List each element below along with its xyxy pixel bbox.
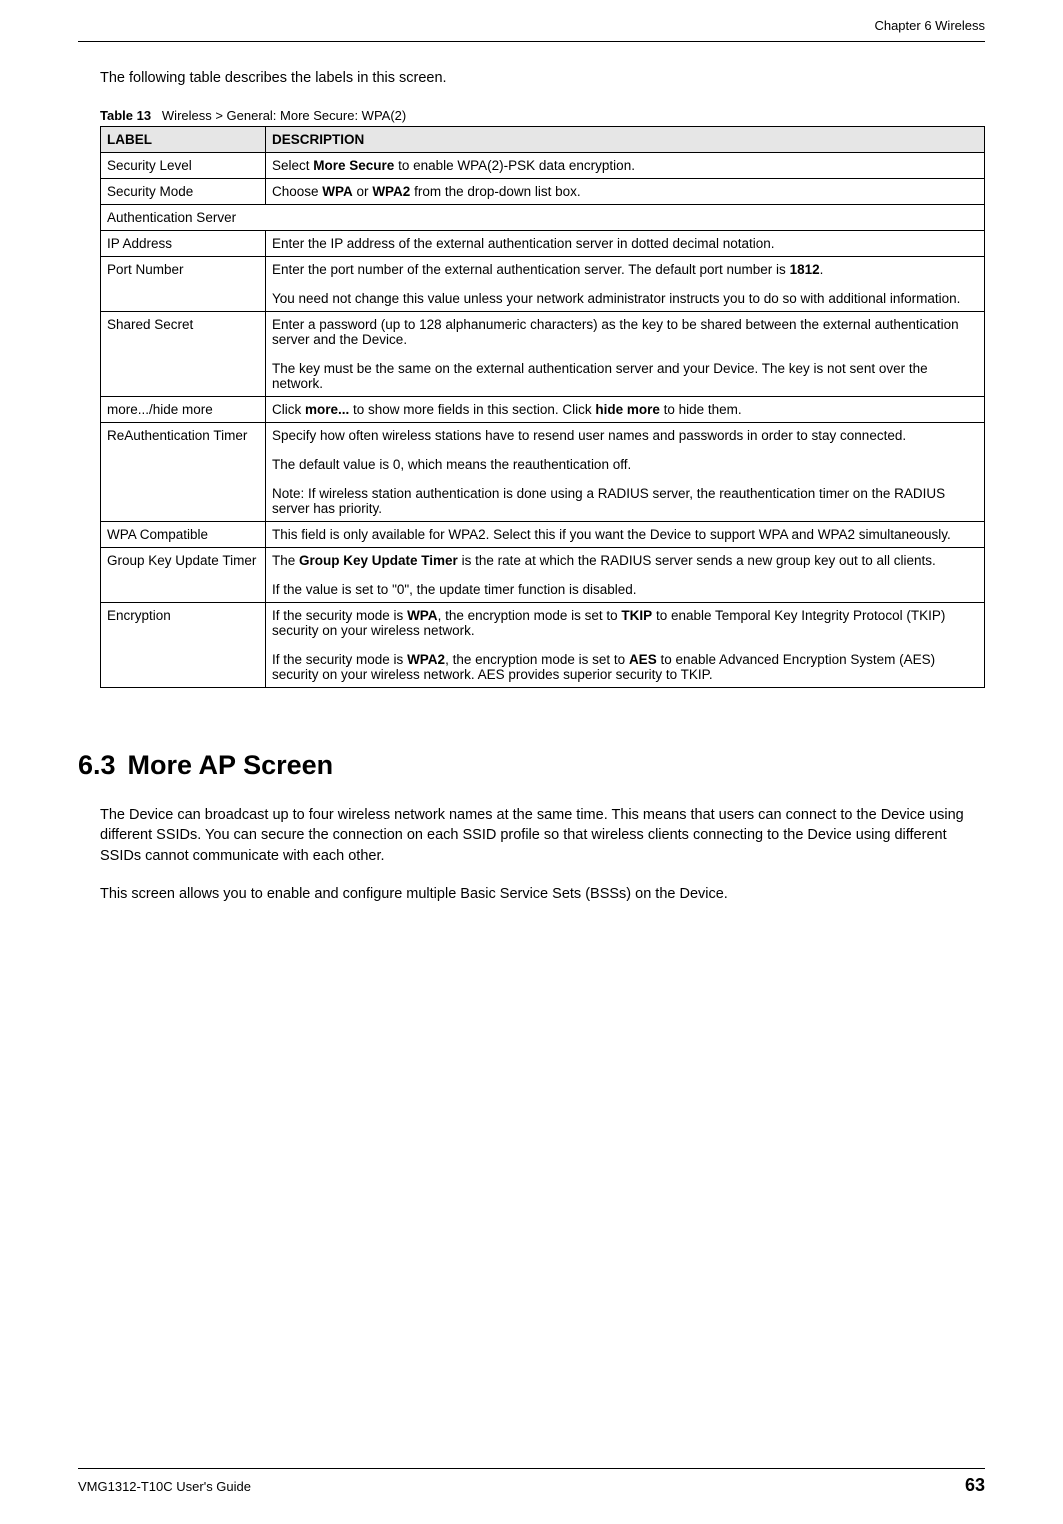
text-fragment: If the security mode is: [272, 652, 407, 667]
desc-group-key-update: The Group Key Update Timer is the rate a…: [266, 548, 985, 603]
page-number: 63: [965, 1475, 985, 1496]
desc-security-level: Select More Secure to enable WPA(2)-PSK …: [266, 153, 985, 179]
footer-rule: [78, 1468, 985, 1469]
desc-shared-secret: Enter a password (up to 128 alphanumeric…: [266, 312, 985, 397]
text-fragment: Choose: [272, 184, 322, 199]
row-auth-server: Authentication Server: [101, 205, 985, 231]
footer-guide-title: VMG1312-T10C User's Guide: [78, 1479, 251, 1494]
label-encryption: Encryption: [101, 603, 266, 688]
para: You need not change this value unless yo…: [272, 291, 978, 306]
chapter-header: Chapter 6 Wireless: [78, 18, 985, 33]
section-para-2: This screen allows you to enable and con…: [100, 884, 985, 904]
table-caption-prefix: Table 13: [100, 108, 151, 123]
desc-wpa-compatible: This field is only available for WPA2. S…: [266, 522, 985, 548]
label-wpa-compatible: WPA Compatible: [101, 522, 266, 548]
para: The Group Key Update Timer is the rate a…: [272, 553, 978, 568]
note-text-inline: If wireless station authentication is do…: [272, 486, 945, 516]
text-fragment: .: [820, 262, 824, 277]
text-bold: hide more: [595, 402, 660, 417]
label-security-level: Security Level: [101, 153, 266, 179]
row-group-key-update: Group Key Update Timer The Group Key Upd…: [101, 548, 985, 603]
table-caption: Table 13 Wireless > General: More Secure…: [100, 108, 985, 123]
label-auth-server: Authentication Server: [101, 205, 985, 231]
text-bold: TKIP: [621, 608, 652, 623]
text-fragment: The: [272, 553, 299, 568]
table-caption-title: Wireless > General: More Secure: WPA(2): [162, 108, 406, 123]
text-fragment: or: [353, 184, 373, 199]
text-bold: WPA: [322, 184, 353, 199]
text-fragment: , the encryption mode is set to: [445, 652, 629, 667]
text-bold: WPA: [407, 608, 438, 623]
section-heading: 6.3 More AP Screen: [78, 750, 985, 781]
label-reauth-timer: ReAuthentication Timer: [101, 423, 266, 522]
label-more-hide: more.../hide more: [101, 397, 266, 423]
text-bold: Group Key Update Timer: [299, 553, 458, 568]
row-shared-secret: Shared Secret Enter a password (up to 12…: [101, 312, 985, 397]
note-block: Note: If wireless station authentication…: [272, 486, 978, 516]
text-fragment: Select: [272, 158, 313, 173]
table-header-row: LABEL DESCRIPTION: [101, 127, 985, 153]
text-fragment: If the security mode is: [272, 608, 407, 623]
label-security-mode: Security Mode: [101, 179, 266, 205]
text-bold: 1812: [790, 262, 820, 277]
para: If the security mode is WPA, the encrypt…: [272, 608, 978, 638]
desc-encryption: If the security mode is WPA, the encrypt…: [266, 603, 985, 688]
note-label: Note:: [272, 486, 308, 501]
section-para-1: The Device can broadcast up to four wire…: [100, 805, 985, 866]
label-port-number: Port Number: [101, 257, 266, 312]
para: The key must be the same on the external…: [272, 361, 978, 391]
para: Enter a password (up to 128 alphanumeric…: [272, 317, 978, 347]
text-fragment: to show more fields in this section. Cli…: [349, 402, 595, 417]
row-ip-address: IP Address Enter the IP address of the e…: [101, 231, 985, 257]
text-fragment: to enable WPA(2)-PSK data encryption.: [394, 158, 635, 173]
text-bold: AES: [629, 652, 657, 667]
text-fragment: , the encryption mode is set to: [438, 608, 622, 623]
para: If the security mode is WPA2, the encryp…: [272, 652, 978, 682]
text-bold: WPA2: [407, 652, 445, 667]
page-footer: VMG1312-T10C User's Guide 63: [78, 1468, 985, 1496]
intro-text: The following table describes the labels…: [100, 70, 985, 86]
footer-row: VMG1312-T10C User's Guide 63: [78, 1475, 985, 1496]
label-group-key-update: Group Key Update Timer: [101, 548, 266, 603]
page-container: Chapter 6 Wireless The following table d…: [0, 0, 1063, 1524]
para: The default value is 0, which means the …: [272, 457, 978, 472]
para: Enter the port number of the external au…: [272, 262, 978, 277]
row-port-number: Port Number Enter the port number of the…: [101, 257, 985, 312]
row-reauth-timer: ReAuthentication Timer Specify how often…: [101, 423, 985, 522]
text-fragment: Enter the port number of the external au…: [272, 262, 790, 277]
col-header-label: LABEL: [101, 127, 266, 153]
text-bold: more...: [305, 402, 349, 417]
para: Specify how often wireless stations have…: [272, 428, 978, 443]
description-table: LABEL DESCRIPTION Security Level Select …: [100, 126, 985, 688]
desc-ip-address: Enter the IP address of the external aut…: [266, 231, 985, 257]
row-more-hide: more.../hide more Click more... to show …: [101, 397, 985, 423]
text-bold: WPA2: [372, 184, 410, 199]
col-header-description: DESCRIPTION: [266, 127, 985, 153]
desc-port-number: Enter the port number of the external au…: [266, 257, 985, 312]
text-bold: More Secure: [313, 158, 394, 173]
text-fragment: from the drop-down list box.: [410, 184, 580, 199]
section-number: 6.3: [78, 750, 116, 780]
row-encryption: Encryption If the security mode is WPA, …: [101, 603, 985, 688]
desc-reauth-timer: Specify how often wireless stations have…: [266, 423, 985, 522]
label-shared-secret: Shared Secret: [101, 312, 266, 397]
row-security-level: Security Level Select More Secure to ena…: [101, 153, 985, 179]
text-fragment: to hide them.: [660, 402, 742, 417]
text-fragment: is the rate at which the RADIUS server s…: [458, 553, 936, 568]
text-fragment: Click: [272, 402, 305, 417]
para: If the value is set to "0", the update t…: [272, 582, 978, 597]
row-security-mode: Security Mode Choose WPA or WPA2 from th…: [101, 179, 985, 205]
label-ip-address: IP Address: [101, 231, 266, 257]
row-wpa-compatible: WPA Compatible This field is only availa…: [101, 522, 985, 548]
desc-security-mode: Choose WPA or WPA2 from the drop-down li…: [266, 179, 985, 205]
section-title: More AP Screen: [128, 750, 334, 780]
header-rule: [78, 41, 985, 42]
desc-more-hide: Click more... to show more fields in thi…: [266, 397, 985, 423]
